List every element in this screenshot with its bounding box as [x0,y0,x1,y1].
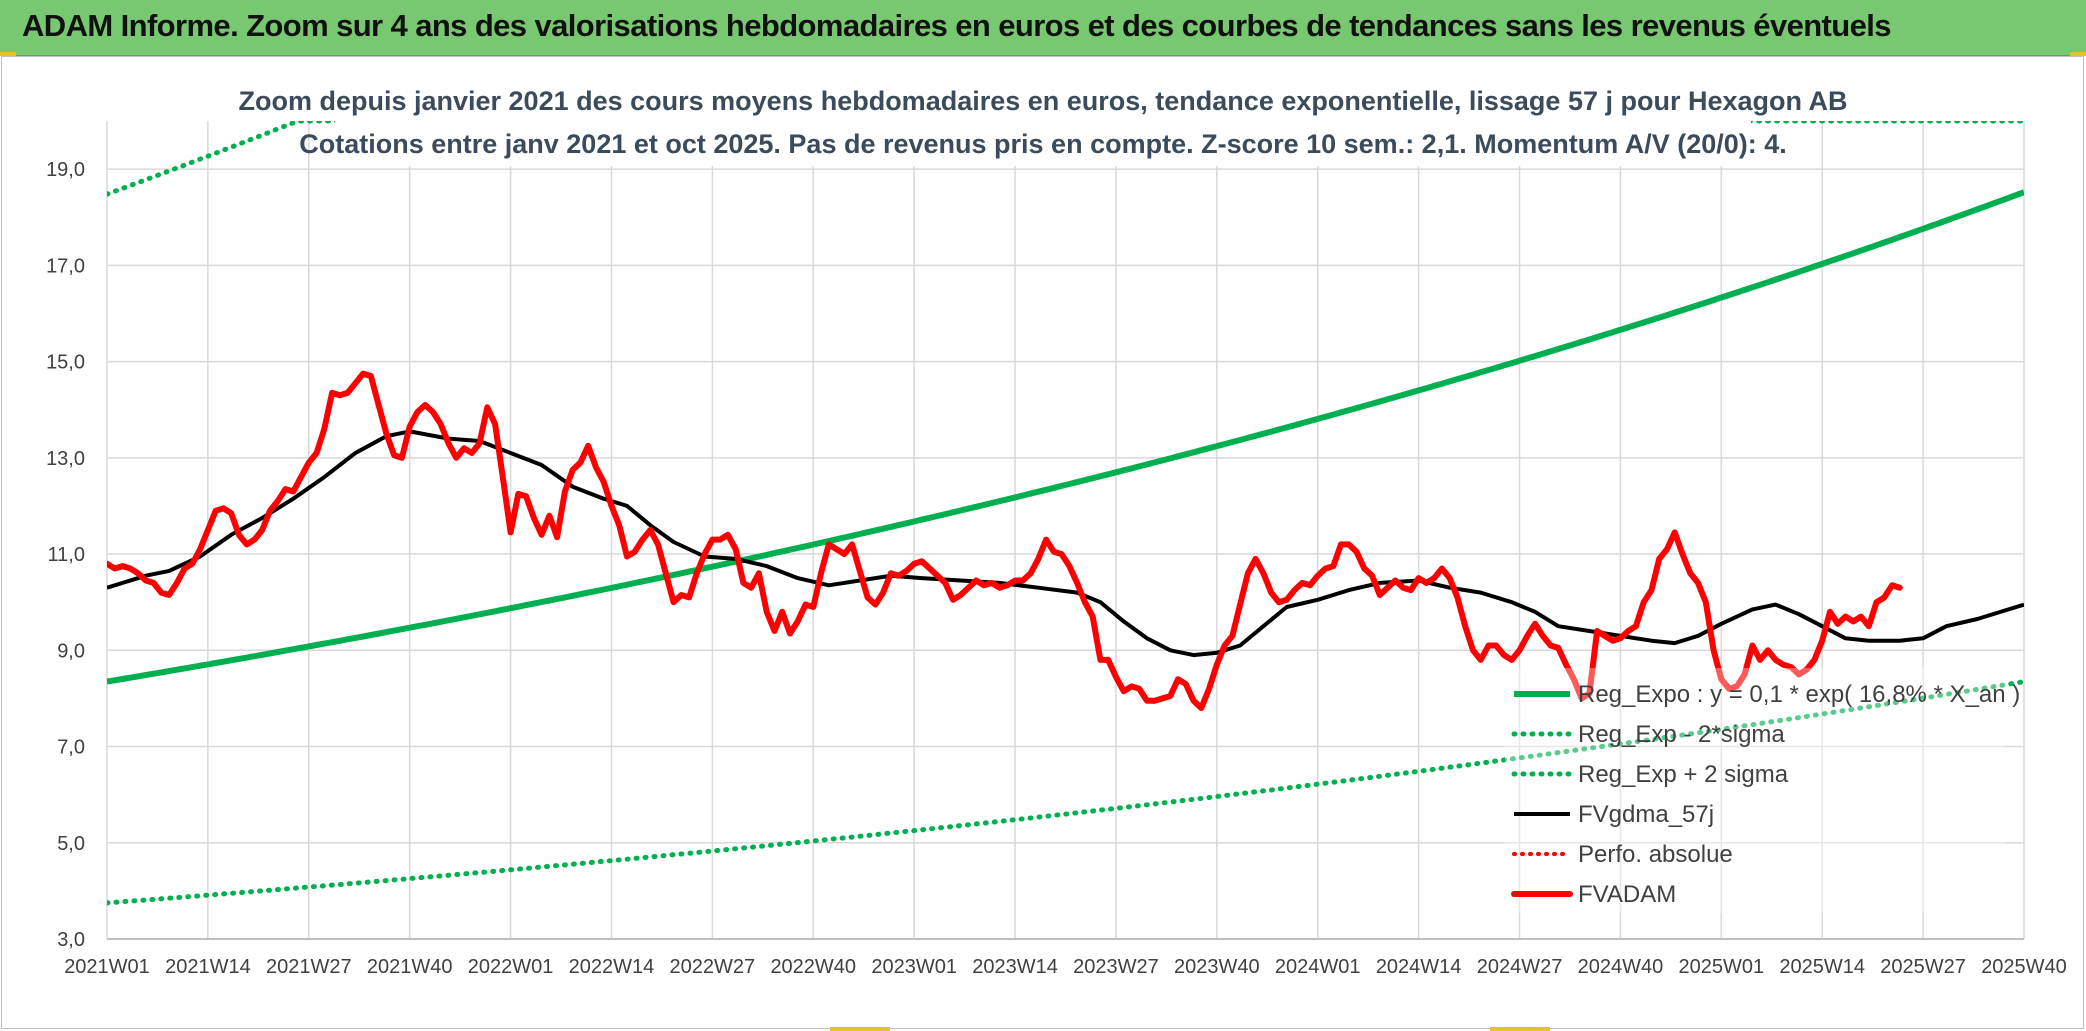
x-tick-label: 2024W14 [1376,956,1462,978]
x-tick-label: 2023W01 [871,956,957,978]
bottom-accent-right [1490,1027,1550,1031]
y-axis-ticks: 3,0 5,0 7,0 9,0 11,0 13,0 15,0 17,0 19,0 [46,159,85,951]
banner-corner-left [0,52,16,56]
y-tick-label: 15,0 [46,352,85,374]
legend-label: Reg_Expo : y = 0,1 * exp( 16,8% * X_an ) [1578,681,2020,708]
x-tick-label: 2024W27 [1477,956,1563,978]
y-tick-label: 9,0 [57,640,85,662]
x-tick-label: 2021W27 [266,956,352,978]
y-tick-label: 11,0 [48,544,85,566]
chart-subtitle: Cotations entre janv 2021 et oct 2025. P… [299,129,1787,159]
x-tick-label: 2023W40 [1174,956,1260,978]
x-tick-label: 2021W14 [165,956,251,978]
legend-label: FVADAM [1578,881,1676,908]
x-tick-label: 2023W27 [1073,956,1159,978]
legend-label: Reg_Exp + 2 sigma [1578,761,1789,788]
y-tick-label: 17,0 [46,255,85,277]
legend-label: Perfo. absolue [1578,841,1733,868]
report-title: ADAM Informe. Zoom sur 4 ans des valoris… [22,8,1892,43]
x-tick-label: 2024W01 [1275,956,1361,978]
x-tick-label: 2022W27 [670,956,756,978]
y-tick-label: 13,0 [46,448,85,470]
series-line [107,679,2024,906]
x-tick-label: 2022W40 [770,956,856,978]
y-tick-label: 3,0 [57,929,85,951]
chart-title: Zoom depuis janvier 2021 des cours moyen… [238,86,1847,116]
y-tick-label: 5,0 [57,833,85,855]
x-tick-label: 2022W14 [569,956,655,978]
subtitle-backdrop [335,66,1751,166]
y-tick-label: 19,0 [46,159,85,181]
x-tick-label: 2021W40 [367,956,453,978]
banner-corner-right [2070,52,2086,56]
series-line [107,370,1903,711]
x-tick-label: 2023W14 [972,956,1058,978]
x-tick-label: 2021W01 [64,956,150,978]
series-layer [107,121,2024,906]
x-tick-label: 2025W14 [1779,956,1865,978]
x-tick-label: 2025W40 [1981,956,2067,978]
series-line [107,189,2024,685]
gridlines [106,121,2025,940]
legend-label: FVgdma_57j [1578,801,1714,828]
legend-label: Reg_Exp - 2*sigma [1578,721,1785,748]
x-tick-label: 2025W27 [1880,956,1966,978]
x-tick-label: 2025W01 [1679,956,1765,978]
title-banner: ADAM Informe. Zoom sur 4 ans des valoris… [0,0,2086,56]
bottom-accent-left [830,1027,890,1031]
y-tick-label: 7,0 [57,737,85,759]
x-axis-ticks: 2021W01 2021W14 2021W27 2021W40 2022W01 2022W… [64,956,2067,978]
x-tick-label: 2024W40 [1578,956,1664,978]
series-line [107,429,2024,658]
x-tick-label: 2022W01 [468,956,554,978]
legend-backdrop [1505,668,2005,913]
chart-frame [1,56,2084,1029]
legend: Reg_Expo : y = 0,1 * exp( 16,8% * X_an )… [1505,668,2020,913]
